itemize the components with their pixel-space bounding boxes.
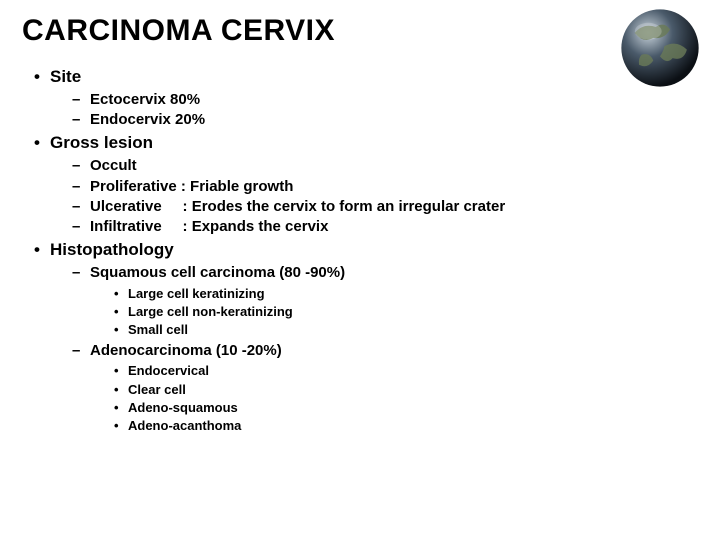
list-item: Large cell keratinizing	[112, 285, 720, 303]
list-item: Ulcerative : Erodes the cervix to form a…	[72, 197, 720, 217]
list-item: Ectocervix 80%	[72, 90, 720, 110]
list-item: Endocervical	[112, 362, 720, 380]
list-item: Endocervix 20%	[72, 110, 720, 130]
list-item: Small cell	[112, 321, 720, 339]
item-label: Large cell keratinizing	[128, 286, 265, 301]
item-extra: : Expands the cervix	[162, 218, 329, 235]
list-item: Site Ectocervix 80% Endocervix 20%	[30, 66, 720, 130]
bullet-list-lvl1: Site Ectocervix 80% Endocervix 20% Gross…	[30, 66, 720, 435]
list-item: Proliferative : Friable growth	[72, 177, 720, 197]
item-extra: : Friable growth	[177, 178, 294, 195]
item-label: Gross lesion	[50, 133, 153, 152]
item-label: Ulcerative	[90, 198, 162, 215]
slide-content: Site Ectocervix 80% Endocervix 20% Gross…	[0, 48, 720, 435]
item-label: Large cell non-keratinizing	[128, 304, 293, 319]
list-item: Infiltrative : Expands the cervix	[72, 217, 720, 237]
item-label: Clear cell	[128, 382, 186, 397]
bullet-list-lvl3: Large cell keratinizing Large cell non-k…	[90, 285, 720, 340]
item-label: Adenocarcinoma (10 -20%)	[90, 342, 282, 359]
list-item: Adenocarcinoma (10 -20%) Endocervical Cl…	[72, 341, 720, 435]
list-item: Large cell non-keratinizing	[112, 303, 720, 321]
bullet-list-lvl2: Ectocervix 80% Endocervix 20%	[50, 90, 720, 131]
item-label: Occult	[90, 157, 137, 174]
item-label: Endocervix 20%	[90, 111, 205, 128]
item-label: Proliferative	[90, 178, 177, 195]
item-label: Adeno-squamous	[128, 400, 238, 415]
item-label: Small cell	[128, 322, 188, 337]
list-item: Adeno-squamous	[112, 399, 720, 417]
item-label: Squamous cell carcinoma (80 -90%)	[90, 264, 345, 281]
item-label: Histopathology	[50, 240, 174, 259]
item-label: Endocervical	[128, 363, 209, 378]
list-item: Histopathology Squamous cell carcinoma (…	[30, 239, 720, 435]
item-label: Ectocervix 80%	[90, 91, 200, 108]
list-item: Squamous cell carcinoma (80 -90%) Large …	[72, 263, 720, 339]
item-label: Adeno-acanthoma	[128, 418, 241, 433]
item-label: Infiltrative	[90, 218, 162, 235]
list-item: Clear cell	[112, 381, 720, 399]
list-item: Adeno-acanthoma	[112, 417, 720, 435]
item-extra: : Erodes the cervix to form an irregular…	[162, 198, 505, 215]
bullet-list-lvl2: Squamous cell carcinoma (80 -90%) Large …	[50, 263, 720, 435]
item-label: Site	[50, 67, 81, 86]
page-title: CARCINOMA CERVIX	[0, 0, 720, 48]
bullet-list-lvl2: Occult Proliferative : Friable growth Ul…	[50, 156, 720, 237]
list-item: Gross lesion Occult Proliferative : Fria…	[30, 132, 720, 237]
bullet-list-lvl3: Endocervical Clear cell Adeno-squamous A…	[90, 362, 720, 435]
list-item: Occult	[72, 156, 720, 176]
